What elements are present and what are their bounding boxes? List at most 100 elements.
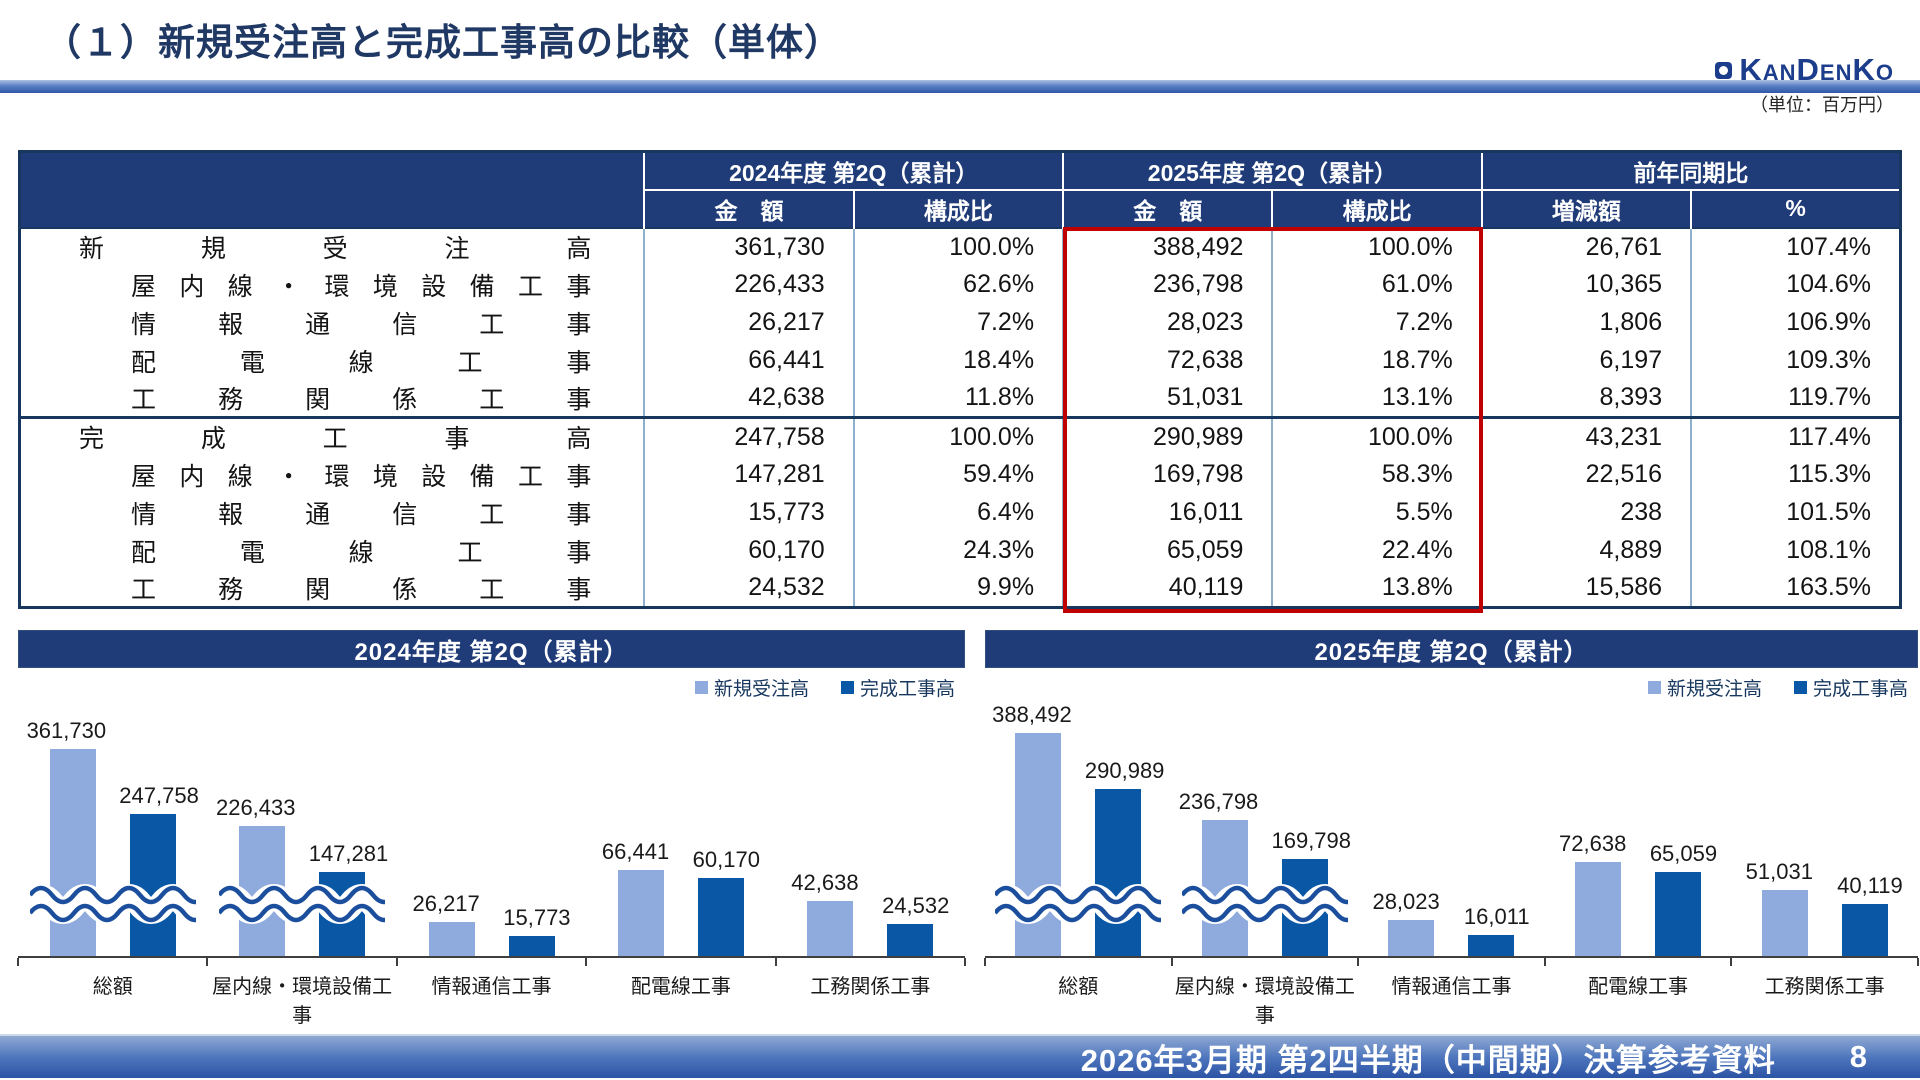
table-cell: 1,806 xyxy=(1480,303,1692,342)
bar-new-orders: 72,638 xyxy=(1559,831,1626,956)
bar-new-orders: 26,217 xyxy=(412,891,480,956)
category-group: 66,441 60,170 xyxy=(585,706,775,966)
table-cell: 59.4% xyxy=(852,455,1064,494)
bar-new-orders: 236,798 xyxy=(1179,789,1258,956)
subheader-ratio-2025: 構成比 xyxy=(1271,188,1482,228)
table-cell: 42,638 xyxy=(643,379,854,418)
table-cell: 4,889 xyxy=(1480,531,1692,570)
subheader-amount-2025: 金 額 xyxy=(1062,188,1273,228)
table-cell: 106.9% xyxy=(1690,303,1901,342)
table-cell: 119.7% xyxy=(1690,379,1901,418)
bar-value-label: 388,492 xyxy=(992,702,1072,727)
category-group: 236,798 169,798 xyxy=(1170,706,1359,966)
legend-label: 完成工事高 xyxy=(859,678,955,700)
bar-value-label: 226,433 xyxy=(215,795,296,820)
category-label: 総額 xyxy=(92,976,133,998)
table-cell: 62.6% xyxy=(852,265,1064,304)
table-cell: 11.8% xyxy=(852,379,1064,418)
table-cell: 290,989 xyxy=(1062,416,1273,456)
table-cell: 100.0% xyxy=(852,226,1064,266)
table-cell: 22,516 xyxy=(1480,455,1692,494)
row-label: 配電線工事 xyxy=(19,341,645,380)
table-cell: 238 xyxy=(1480,493,1692,532)
bar-new-orders: 361,730 xyxy=(27,718,106,956)
category-group: 42,638 24,532 xyxy=(774,706,967,966)
table-cell: 40,119 xyxy=(1062,569,1273,608)
table-row: 工務関係工事 42,638 11.8% 51,031 13.1% 8,393 119.7% xyxy=(19,379,1901,418)
row-label: 屋内線・環境設備工事 xyxy=(19,265,645,304)
table-cell: 24,532 xyxy=(643,569,854,608)
unit-note: （単位：百万円） xyxy=(1750,95,1894,115)
bar-completed-works: 15,773 xyxy=(503,905,571,956)
bar-value-label: 290,989 xyxy=(1084,758,1165,783)
table-cell: 65,059 xyxy=(1062,531,1273,570)
table-header-groups: 2024年度 第2Q（累計） 2025年度 第2Q（累計） 前年同期比 xyxy=(19,151,1901,228)
bar-value-label: 361,730 xyxy=(26,718,107,743)
table-cell: 100.0% xyxy=(852,416,1064,456)
bar-value-label: 72,638 xyxy=(1559,831,1627,856)
bar-value-label: 65,059 xyxy=(1649,841,1718,866)
bar-completed-works: 16,011 xyxy=(1464,904,1530,956)
legend-label: 新規受注高 xyxy=(713,678,809,700)
bar-value-label: 60,170 xyxy=(692,847,760,872)
table-cell: 100.0% xyxy=(1271,416,1482,456)
table-cell: 51,031 xyxy=(1062,379,1273,418)
chart-panel-2025: 2025年度 第2Q（累計） 新規受注高 完成工事高 388,492 290,98… xyxy=(984,630,1919,1028)
bar-value-label: 66,441 xyxy=(601,839,670,864)
logo-block: KanDenKo （単位：百万円） xyxy=(1715,52,1894,117)
table-cell: 13.1% xyxy=(1271,379,1482,418)
category-label: 屋内線・環境設備工事 xyxy=(1174,976,1355,1027)
category-label: 工務関係工事 xyxy=(1764,976,1885,998)
bar-value-label: 26,217 xyxy=(412,891,480,916)
table-cell: 9.9% xyxy=(852,569,1064,608)
category-group: 361,730 247,758 xyxy=(16,706,207,966)
subheader-change: 増減額 xyxy=(1480,188,1692,228)
table-row: 完成工事高 247,758 100.0% 290,989 100.0% 43,231 117… xyxy=(19,416,1901,456)
bar-value-label: 16,011 xyxy=(1463,904,1530,929)
category-label: 総額 xyxy=(1058,976,1099,998)
bar-completed-works: 169,798 xyxy=(1271,828,1351,956)
table-cell: 104.6% xyxy=(1690,265,1901,304)
bar-new-orders: 51,031 xyxy=(1746,859,1813,956)
chart-panel-2024: 2024年度 第2Q（累計） 新規受注高 完成工事高 361,730 247,75… xyxy=(16,630,967,1028)
table-row: 配電線工事 60,170 24.3% 65,059 22.4% 4,889 108.1% xyxy=(19,531,1901,570)
bar-completed-works: 147,281 xyxy=(309,841,388,956)
bar-completed-works: 290,989 xyxy=(1085,758,1164,956)
table-cell: 108.1% xyxy=(1690,531,1901,570)
table-cell: 5.5% xyxy=(1271,493,1482,532)
category-label: 工務関係工事 xyxy=(810,976,931,998)
chart-legend: 新規受注高 完成工事高 xyxy=(985,668,1918,706)
table-row: 配電線工事 66,441 18.4% 72,638 18.7% 6,197 109.3% xyxy=(19,341,1901,380)
table-cell: 10,365 xyxy=(1480,265,1692,304)
title-separator-bar xyxy=(0,80,1920,93)
row-label: 情報通信工事 xyxy=(19,493,645,532)
results-table: 2024年度 第2Q（累計） 2025年度 第2Q（累計） 前年同期比 金 額 … xyxy=(18,150,1902,609)
table-row: 新規受注高 361,730 100.0% 388,492 100.0% 26,761 107… xyxy=(19,226,1901,266)
table-cell: 100.0% xyxy=(1271,226,1482,266)
bar-value-label: 51,031 xyxy=(1745,859,1813,884)
bar-new-orders: 226,433 xyxy=(216,795,296,956)
table-cell: 169,798 xyxy=(1062,455,1273,494)
row-label: 工務関係工事 xyxy=(19,569,645,608)
table-corner-cell xyxy=(19,151,645,228)
table-cell: 6,197 xyxy=(1480,341,1692,380)
table-cell: 26,217 xyxy=(643,303,854,342)
category-group: 28,023 16,011 xyxy=(1357,706,1545,966)
table-row: 屋内線・環境設備工事 147,281 59.4% 169,798 58.3% 22,516… xyxy=(19,455,1901,494)
category-group: 226,433 147,281 xyxy=(206,706,396,966)
bar-new-orders: 388,492 xyxy=(992,702,1072,956)
legend-item-new-orders: 新規受注高 xyxy=(694,674,809,701)
subheader-ratio-2024: 構成比 xyxy=(852,188,1064,228)
table-cell: 388,492 xyxy=(1062,226,1273,266)
chart-category-axis: 総額 屋内線・環境設備工事 情報通信工事 配電線工事 工務関係工事 xyxy=(985,970,1918,1028)
bar-new-orders: 28,023 xyxy=(1372,889,1440,956)
row-label: 新規受注高 xyxy=(19,226,645,266)
table-cell: 28,023 xyxy=(1062,303,1273,342)
table-row: 情報通信工事 26,217 7.2% 28,023 7.2% 1,806 106.9% xyxy=(19,303,1901,342)
bar-value-label: 15,773 xyxy=(503,905,571,930)
row-label: 情報通信工事 xyxy=(19,303,645,342)
bar-new-orders: 66,441 xyxy=(602,839,669,956)
table-cell: 43,231 xyxy=(1480,416,1692,456)
table-cell: 8,393 xyxy=(1480,379,1692,418)
table-cell: 26,761 xyxy=(1480,226,1692,266)
